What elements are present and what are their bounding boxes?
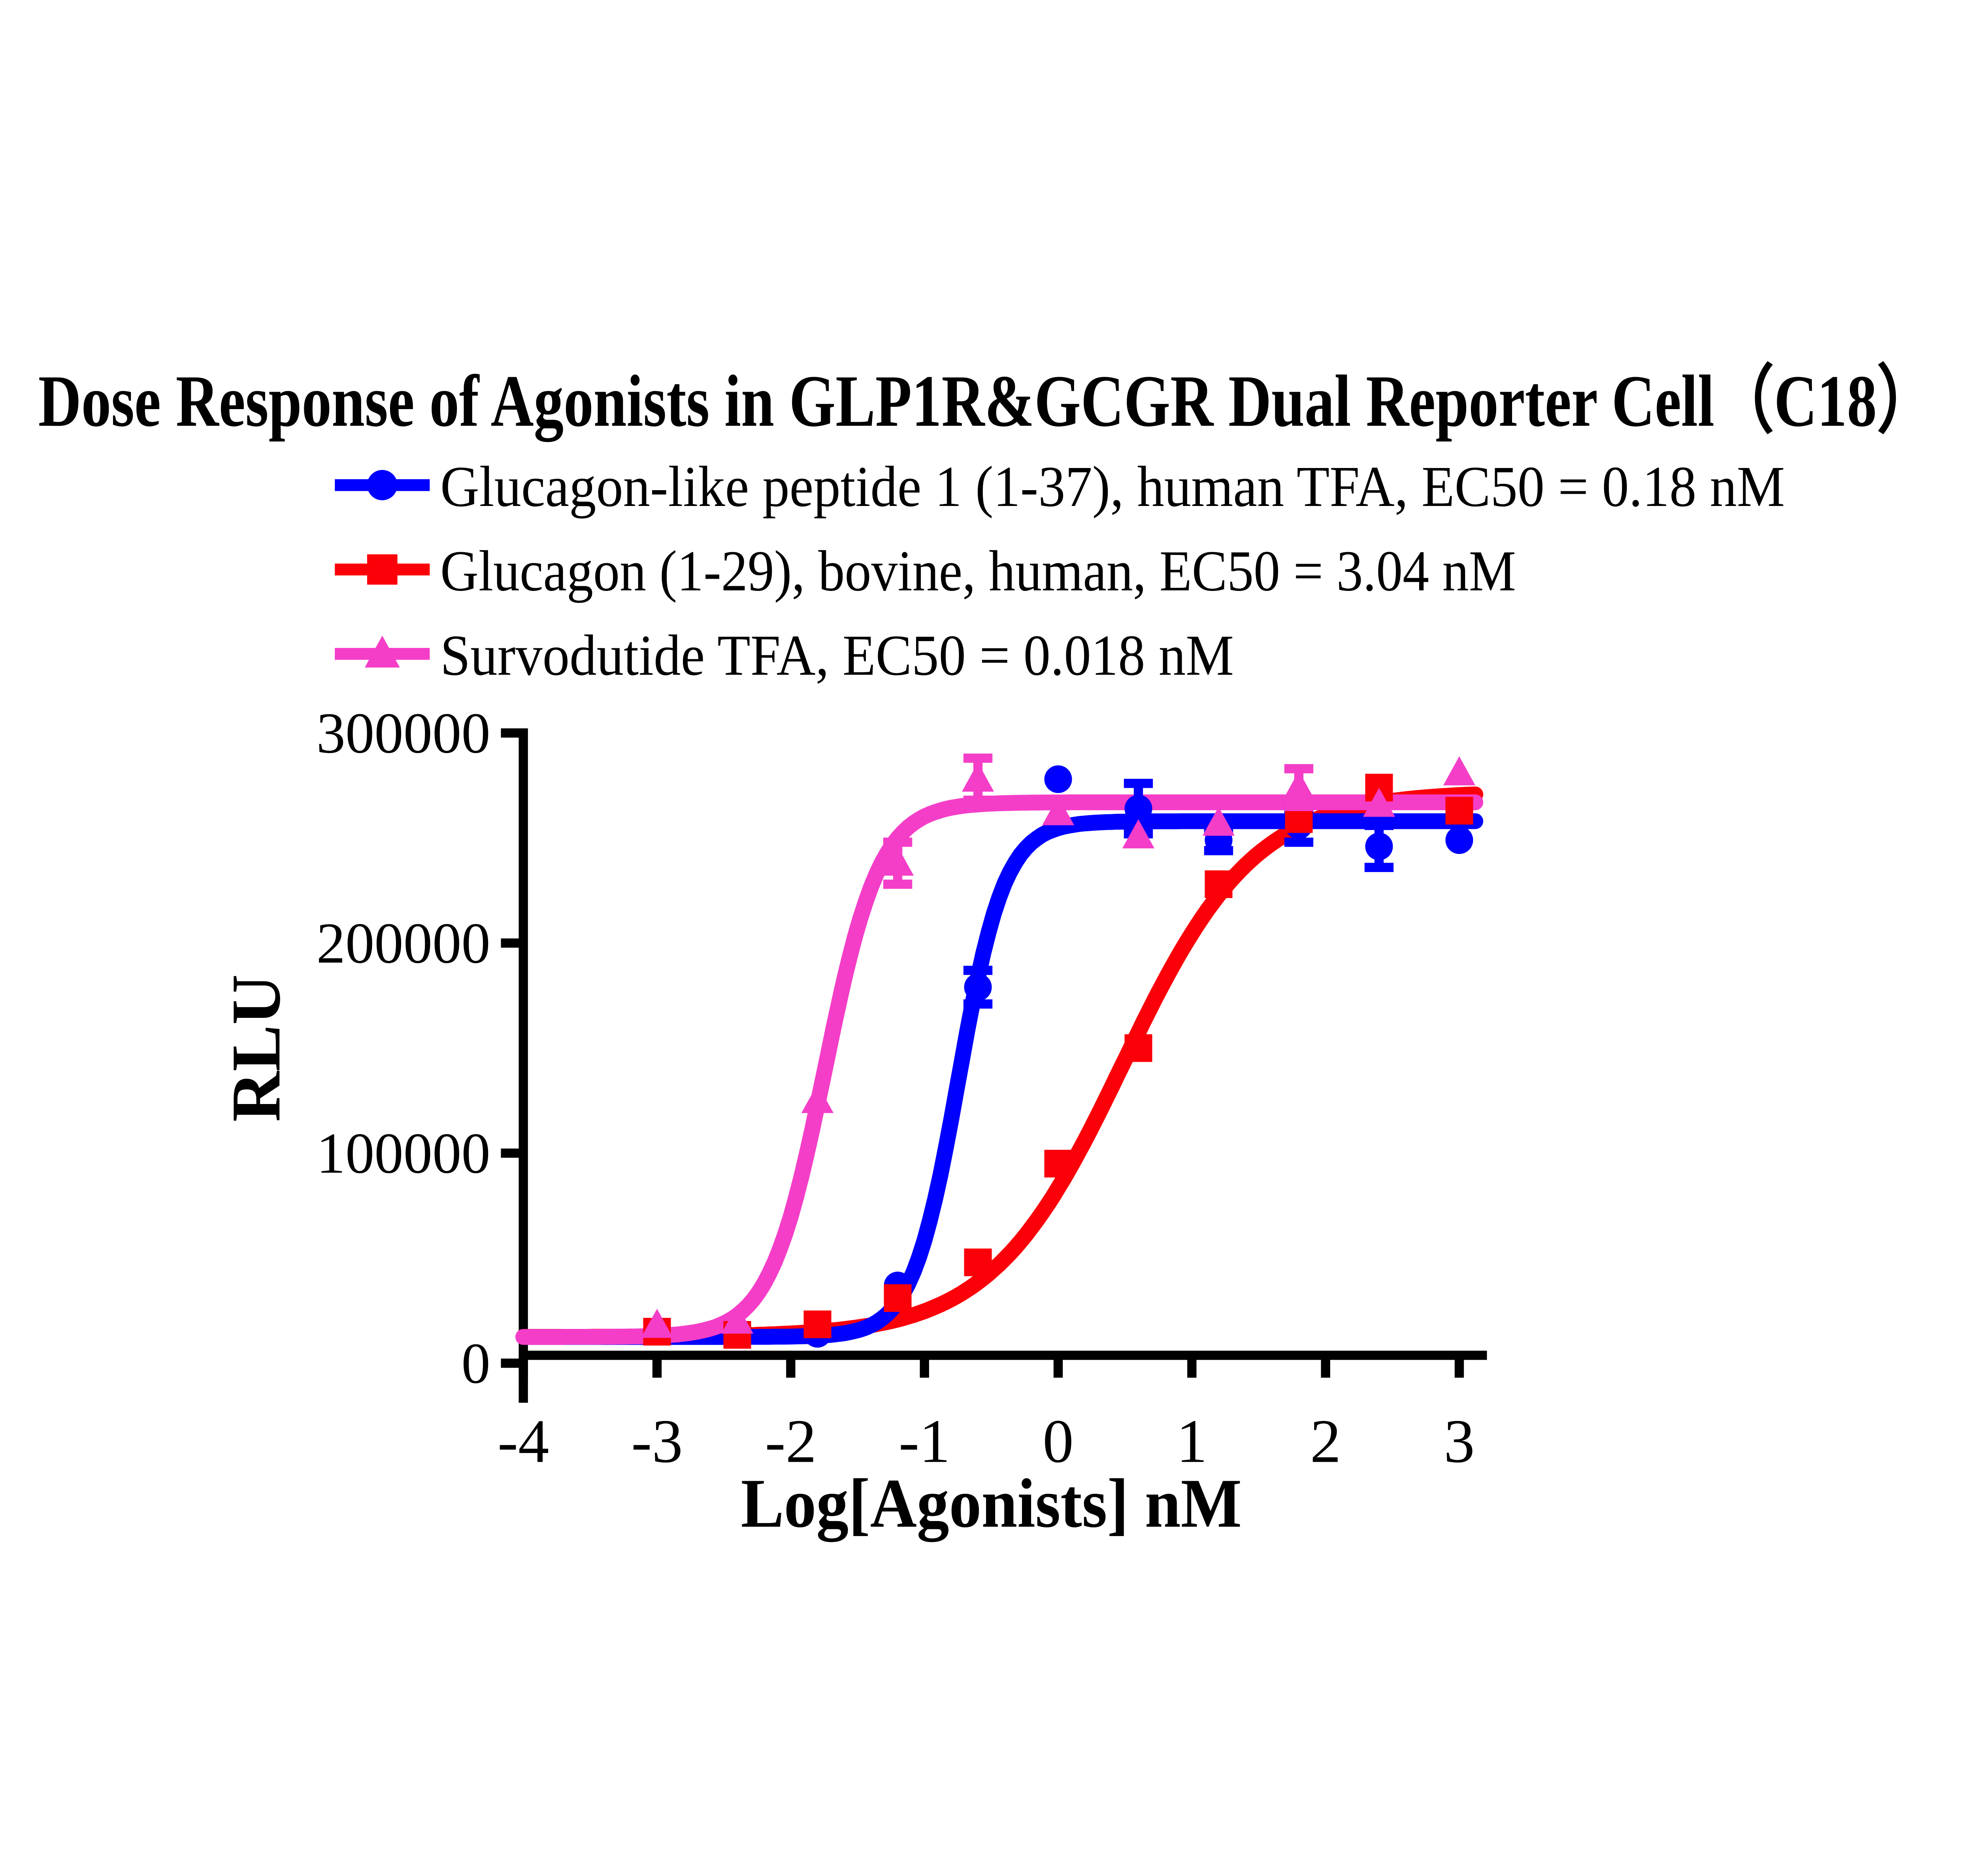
legend-circle-icon — [367, 470, 398, 500]
plot-area — [515, 753, 1484, 1349]
data-point-circle — [1365, 832, 1393, 861]
legend-item-1: Glucagon (1-29), bovine, human, EC50 = 3… — [335, 539, 1516, 603]
legend-item-0: Glucagon-like peptide 1 (1-37), human TF… — [335, 454, 1785, 519]
data-point-triangle — [881, 846, 914, 876]
curve-1-fit — [515, 786, 1484, 1345]
data-point-circle — [964, 973, 992, 1001]
data-point-circle — [1445, 826, 1473, 854]
data-point-triangle — [641, 1309, 673, 1338]
curve-2-fit — [515, 794, 1484, 1345]
data-point-square — [1044, 1149, 1072, 1178]
x-tick-label--2: -2 — [765, 1407, 817, 1476]
legend-square-icon — [367, 554, 398, 585]
legend: Glucagon-like peptide 1 (1-37), human TF… — [335, 454, 1785, 687]
x-axis-title: Log[Agonists] nM — [741, 1465, 1242, 1542]
data-point-triangle — [962, 762, 994, 792]
chart-title: Dose Response of Agonists in GLP1R&GCGR … — [38, 360, 1936, 442]
data-point-triangle — [1122, 819, 1155, 849]
x-tick-label--4: -4 — [498, 1407, 549, 1476]
data-point-square — [1205, 870, 1233, 898]
x-tick-label-3: 3 — [1444, 1407, 1474, 1476]
y-tick-label-100000: 100000 — [317, 1121, 490, 1185]
y-tick-label-0: 0 — [461, 1331, 490, 1395]
y-tick-label-300000: 300000 — [317, 701, 490, 765]
legend-label-0: Glucagon-like peptide 1 (1-37), human TF… — [440, 454, 1785, 519]
data-point-circle — [1044, 765, 1072, 793]
data-point-triangle — [1363, 787, 1395, 817]
data-point-square — [964, 1248, 992, 1276]
y-axis-title: RLU — [217, 974, 295, 1122]
data-point-square — [803, 1310, 832, 1338]
data-point-triangle — [1042, 796, 1075, 825]
x-tick-label--1: -1 — [899, 1407, 950, 1476]
data-point-triangle — [801, 1084, 834, 1113]
x-tick-label--3: -3 — [631, 1407, 683, 1476]
legend-item-2: Survodutide TFA, EC50 = 0.018 nM — [335, 623, 1234, 687]
legend-triangle-icon — [364, 636, 400, 668]
data-point-square — [1124, 1034, 1152, 1062]
axes: 0 100000 200000 300000 -4 -3 -2 -1 0 1 2 3 — [317, 701, 1487, 1476]
y-tick-label-200000: 200000 — [317, 911, 490, 975]
legend-label-1: Glucagon (1-29), bovine, human, EC50 = 3… — [440, 539, 1516, 603]
series-2-points — [641, 753, 1476, 1338]
data-point-square — [1445, 796, 1473, 825]
data-point-square — [884, 1284, 912, 1312]
legend-label-2: Survodutide TFA, EC50 = 0.018 nM — [440, 623, 1234, 687]
x-tick-label-0: 0 — [1043, 1407, 1073, 1476]
data-point-circle — [1124, 795, 1152, 823]
data-point-triangle — [1202, 806, 1235, 836]
x-tick-label-2: 2 — [1310, 1407, 1341, 1476]
data-point-triangle — [1443, 756, 1476, 785]
data-point-triangle — [1282, 771, 1315, 800]
x-tick-label-1: 1 — [1177, 1407, 1207, 1476]
data-point-triangle — [721, 1304, 754, 1334]
